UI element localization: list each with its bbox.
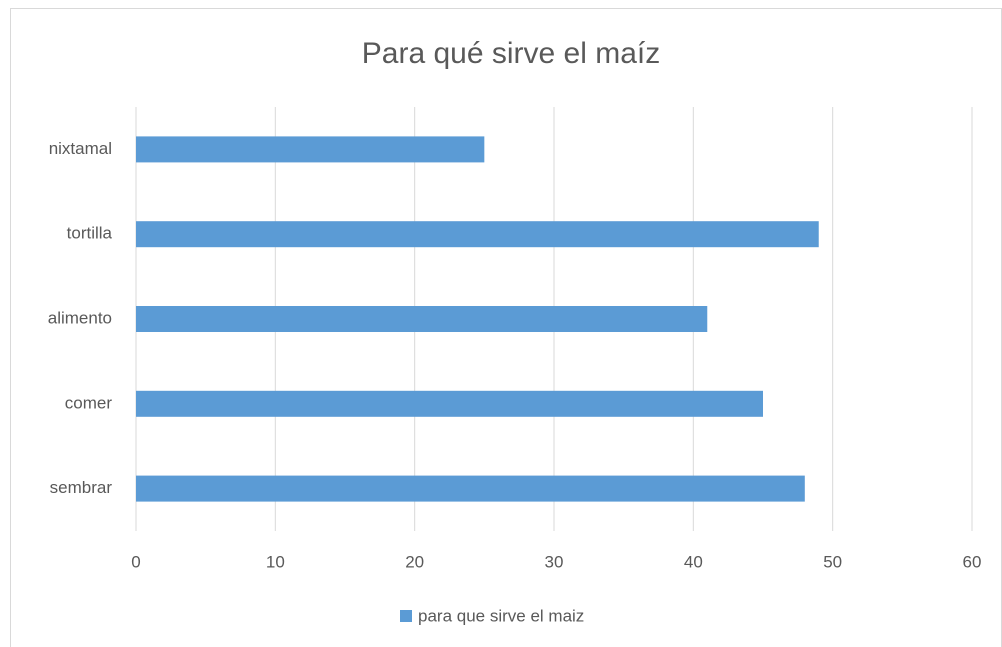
y-tick-label: comer: [65, 393, 113, 412]
bar: [136, 475, 805, 502]
x-tick-label: 10: [266, 552, 285, 571]
bar: [136, 390, 763, 417]
legend-swatch: [400, 610, 412, 622]
chart-title: Para qué sirve el maíz: [362, 37, 660, 70]
x-tick-label: 30: [545, 552, 564, 571]
x-tick-label: 0: [131, 552, 140, 571]
x-tick-label: 50: [823, 552, 842, 571]
y-tick-label: sembrar: [50, 478, 113, 497]
bar: [136, 136, 485, 163]
bar: [136, 306, 708, 332]
legend-label: para que sirve el maiz: [418, 606, 584, 625]
x-tick-label: 20: [405, 552, 424, 571]
x-tick-label: 60: [963, 552, 982, 571]
x-tick-label: 40: [684, 552, 703, 571]
bar: [136, 221, 819, 248]
y-tick-label: alimento: [48, 308, 112, 327]
y-tick-label: nixtamal: [49, 139, 112, 158]
y-tick-label: tortilla: [67, 224, 113, 243]
